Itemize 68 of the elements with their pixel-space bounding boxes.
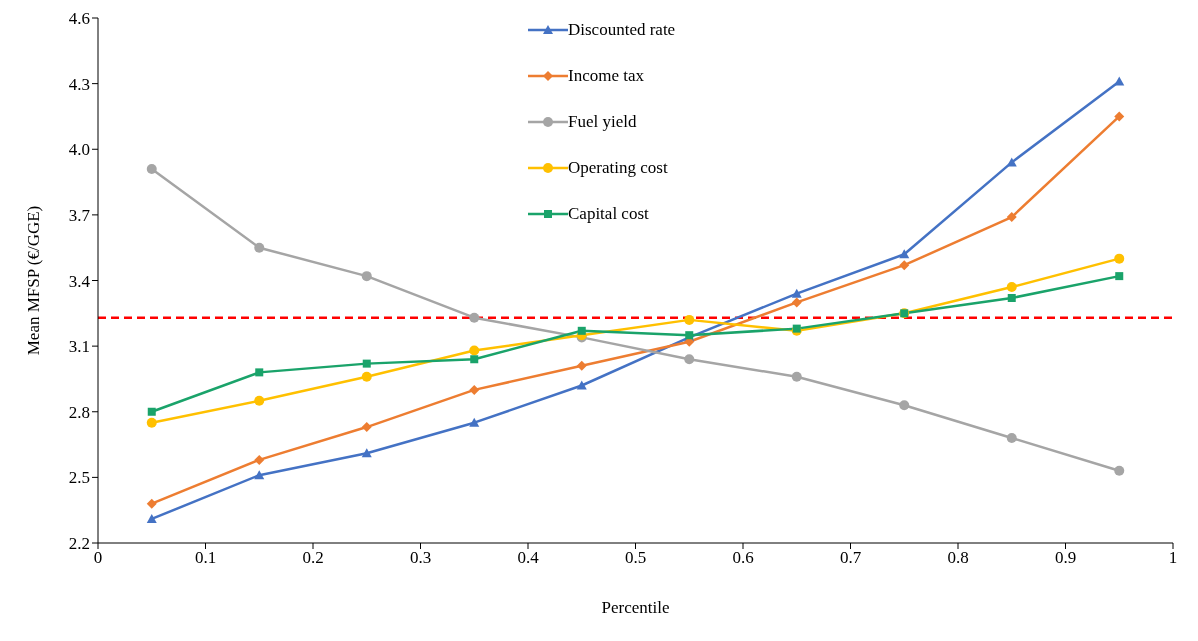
x-tick-label: 1 [1168,548,1178,568]
x-tick-label: 0.1 [194,548,217,568]
legend-label: Discounted rate [568,20,676,40]
point [146,417,157,428]
point [470,355,479,364]
x-tick-label: 0.6 [732,548,754,568]
point [469,312,480,323]
x-tick-label: 0.9 [1054,548,1077,568]
legend-label: Fuel yield [568,112,637,132]
point [254,470,265,480]
point [361,271,372,282]
point [146,513,157,523]
point [899,260,910,271]
legend-label: Capital cost [568,204,649,224]
y-tick-label: 3.1 [68,337,90,357]
x-tick-label: 0.2 [302,548,324,568]
point [146,498,157,509]
point [469,384,480,395]
y-tick-label: 2.2 [68,534,90,554]
point [147,407,156,416]
y-axis-title: Mean MFSP (€/GGE) [24,205,44,356]
point [361,422,372,433]
x-tick-label: 0.4 [517,548,540,568]
legend-label: Income tax [568,66,644,86]
point [791,288,802,298]
point [1006,157,1017,167]
point [255,368,264,377]
y-tick-label: 4.3 [68,74,90,94]
point [1006,282,1017,293]
point [1114,111,1125,122]
y-tick-label: 4.0 [68,140,90,160]
point [1114,465,1125,476]
point [899,249,910,259]
point [1114,253,1125,264]
x-tick-label: 0.3 [409,548,432,568]
point [684,314,695,325]
point [1006,433,1017,443]
point [254,395,265,406]
point [469,417,480,427]
x-tick-label: 0.8 [947,548,969,568]
point [254,242,265,253]
point [684,354,695,365]
point [1114,76,1125,86]
point [1115,272,1124,281]
y-tick-label: 3.4 [68,271,91,291]
x-tick-label: 0.5 [624,548,647,568]
point [1006,212,1017,223]
point [577,326,586,335]
point [362,359,371,368]
x-tick-label: 0.7 [839,548,862,568]
y-tick-label: 2.8 [68,402,90,422]
x-axis-title: Percentile [601,598,670,617]
point [469,345,480,356]
legend-label: Operating cost [568,158,668,178]
point [576,360,587,371]
point [146,163,157,174]
y-tick-label: 2.5 [68,468,90,488]
y-tick-label: 3.7 [68,205,91,225]
point [899,400,910,411]
point [791,371,802,382]
point [254,454,265,465]
y-tick-label: 4.6 [68,9,90,29]
x-tick-label: 0 [93,548,103,568]
point [1007,294,1016,302]
point [791,297,802,308]
point [361,371,372,382]
point [576,380,587,390]
point [361,448,372,458]
